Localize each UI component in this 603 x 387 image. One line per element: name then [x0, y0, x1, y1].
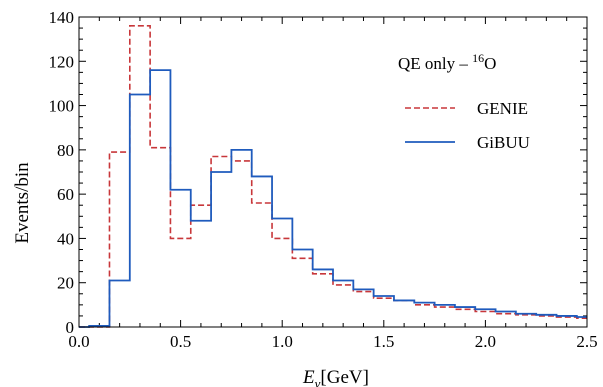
series-group: [79, 25, 587, 328]
x-tick-label: 2.0: [475, 332, 496, 351]
x-tick-label: 0.0: [68, 332, 89, 351]
x-axis-label-unit: [GeV]: [320, 367, 369, 387]
x-axis-label-symbol: E: [302, 367, 315, 387]
annotation-text: QE only – 16O: [398, 51, 496, 73]
x-axis-label: Eν[GeV]: [302, 367, 369, 387]
tick-labels: 0.0 0.5 1.0 1.5 2.0 2.5 0 20 40 60 80 100 120 140: [49, 8, 598, 351]
annotation-prefix: QE only –: [398, 54, 472, 73]
annotation-superscript: 16: [472, 51, 484, 65]
y-tick-label: 140: [49, 8, 75, 27]
y-tick-label: 80: [57, 141, 74, 160]
legend: GENIE GiBUU: [405, 99, 530, 152]
x-tick-label: 0.5: [170, 332, 191, 351]
y-tick-label: 100: [49, 97, 75, 116]
y-tick-label: 20: [57, 274, 74, 293]
legend-label-genie: GENIE: [477, 99, 528, 118]
y-tick-label: 40: [57, 229, 74, 248]
series-gibuu-line: [79, 69, 587, 328]
y-tick-label: 0: [66, 318, 75, 337]
y-axis-label: Events/bin: [12, 162, 33, 244]
x-tick-label: 2.5: [576, 332, 597, 351]
legend-label-gibuu: GiBUU: [477, 133, 530, 152]
plot-frame: [78, 16, 588, 328]
axis-ticks: [78, 16, 588, 328]
x-tick-label: 1.0: [272, 332, 293, 351]
y-tick-label: 120: [49, 52, 75, 71]
x-axis-label-subscript: ν: [315, 376, 321, 387]
annotation-suffix: O: [484, 54, 496, 73]
x-tick-label: 1.5: [373, 332, 394, 351]
y-tick-label: 60: [57, 185, 74, 204]
